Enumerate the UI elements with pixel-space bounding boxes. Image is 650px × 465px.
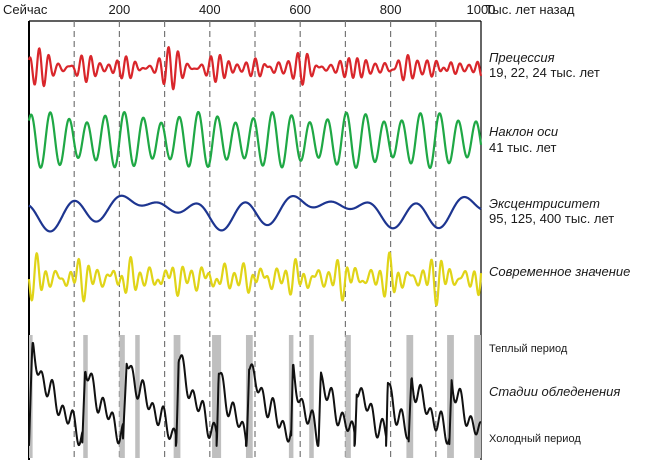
warm-period-label: Теплый период — [489, 343, 568, 355]
x-start-label: Сейчас — [3, 2, 48, 17]
tick-label-1000: 1000 — [467, 2, 496, 17]
tick-label-800: 800 — [380, 2, 402, 17]
warm-period-bar-9 — [345, 335, 351, 458]
tick-label-600: 600 — [289, 2, 311, 17]
precession-sublabel: 19, 22, 24 тыс. лет — [489, 65, 600, 80]
warm-period-bar-8 — [309, 335, 314, 458]
precession-label: Прецессия — [489, 50, 555, 65]
x-axis-tick-labels: Сейчас Тыс. лет назад 200 400 600 800 1000 — [3, 2, 575, 17]
combined-label: Современное значение — [489, 264, 630, 279]
series-lines — [27, 46, 483, 447]
warm-period-bar-2 — [119, 335, 125, 458]
glaciation-label: Стадии обледенения — [489, 384, 620, 399]
eccentricity-label: Эксцентриситет — [489, 196, 600, 211]
obliquity-sublabel: 41 тыс. лет — [489, 140, 556, 155]
obliquity-series-line — [27, 110, 483, 170]
tick-label-400: 400 — [199, 2, 221, 17]
glaciation-series-line — [28, 342, 482, 447]
warm-period-bar-6 — [245, 335, 253, 458]
precession-series-line — [27, 46, 483, 91]
obliquity-label: Наклон оси — [489, 124, 558, 139]
cold-period-label: Холодный период — [489, 433, 581, 445]
eccentricity-sublabel: 95, 125, 400 тыс. лет — [489, 211, 614, 226]
combined-series-line — [27, 251, 483, 307]
series-labels: Прецессия 19, 22, 24 тыс. лет Наклон оси… — [489, 50, 630, 445]
warm-period-bar-1 — [83, 335, 88, 458]
vertical-gridlines — [73, 21, 437, 460]
warm-period-bar-12 — [474, 335, 481, 458]
x-unit-label: Тыс. лет назад — [485, 2, 575, 17]
tick-label-200: 200 — [109, 2, 131, 17]
warm-period-bar-5 — [212, 335, 222, 458]
eccentricity-series-line — [28, 194, 482, 233]
